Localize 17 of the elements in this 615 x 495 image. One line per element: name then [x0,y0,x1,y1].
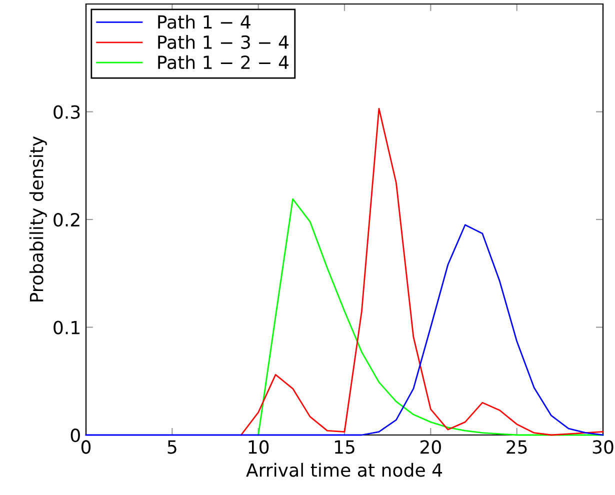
legend-label: Path 1 − 3 − 4 [158,35,288,49]
y-tick-label: 0.1 [54,320,80,334]
x-tick-label: 25 [506,440,527,454]
legend-label: Path 1 − 2 − 4 [158,55,288,70]
x-tick-label: 20 [420,440,441,454]
x-axis-title: Arrival time at node 4 [246,462,442,477]
x-tick-label: 0 [81,440,91,454]
y-axis-title: Probability density [29,136,47,302]
x-tick-label: 15 [334,440,354,454]
x-tick-label: 30 [592,440,614,454]
y-tick-label: 0 [70,428,80,442]
legend-label: Path 1 − 4 [158,14,250,29]
y-tick-label: 0.3 [54,105,80,119]
y-tick-label: 0.2 [54,212,80,227]
line-series [240,108,604,436]
x-tick-label: 5 [168,440,176,454]
x-tick-label: 10 [248,440,269,454]
